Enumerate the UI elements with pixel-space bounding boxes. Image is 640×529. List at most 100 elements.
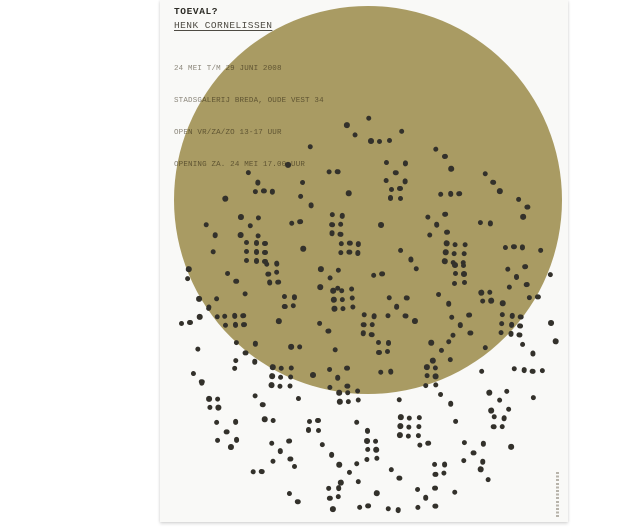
dice-pip bbox=[369, 321, 376, 328]
dice-pip bbox=[511, 365, 518, 372]
dice-pip bbox=[422, 494, 429, 501]
dice-pip bbox=[431, 461, 438, 468]
dice-pip bbox=[523, 281, 530, 288]
dice-pip bbox=[222, 195, 229, 202]
dice-pip bbox=[432, 485, 439, 491]
dice-pip bbox=[328, 221, 335, 228]
dice-pip bbox=[310, 372, 316, 378]
dice-pip bbox=[353, 419, 360, 426]
dice-pip bbox=[349, 294, 356, 301]
dice-pip bbox=[344, 383, 351, 390]
dice-pip bbox=[526, 294, 533, 301]
dice-pip bbox=[326, 366, 333, 373]
dice-pip bbox=[251, 392, 259, 399]
dice-pip bbox=[375, 339, 382, 346]
dice-pip bbox=[402, 313, 409, 320]
dice-pip bbox=[393, 303, 400, 310]
dice-pip bbox=[452, 241, 459, 248]
dice-pip bbox=[290, 302, 297, 309]
dice-pip bbox=[259, 401, 266, 408]
dice-pip bbox=[336, 389, 342, 396]
dice-pip bbox=[445, 300, 452, 307]
dice-pip bbox=[379, 270, 386, 277]
dice-pip bbox=[364, 427, 371, 434]
dice-dot-field bbox=[160, 0, 568, 522]
dice-pip bbox=[435, 291, 442, 298]
dice-pip bbox=[479, 298, 486, 305]
dice-pip bbox=[397, 195, 404, 202]
dice-pip bbox=[470, 450, 477, 456]
dice-pip bbox=[363, 456, 370, 463]
dice-pip bbox=[268, 373, 275, 380]
dice-pip bbox=[478, 289, 485, 296]
dice-pip bbox=[288, 343, 294, 350]
dice-pip bbox=[325, 328, 332, 334]
dice-pip bbox=[452, 418, 459, 425]
poster-author: HENK CORNELISSEN bbox=[174, 19, 273, 31]
dice-pip bbox=[365, 114, 372, 122]
dice-pip bbox=[231, 312, 238, 319]
dice-pip bbox=[466, 311, 473, 318]
dice-pip bbox=[373, 446, 380, 453]
dice-pip bbox=[268, 440, 275, 447]
dice-pip bbox=[198, 379, 205, 387]
dice-pip bbox=[385, 505, 392, 512]
dice-pip bbox=[506, 284, 513, 291]
dice-pip bbox=[395, 506, 402, 513]
dice-pip bbox=[524, 204, 531, 210]
dice-pip bbox=[252, 340, 259, 347]
dice-pip bbox=[442, 210, 449, 218]
dice-pip bbox=[247, 222, 254, 229]
dice-pip bbox=[451, 250, 458, 257]
dice-pip bbox=[445, 338, 452, 345]
dice-pip bbox=[291, 463, 298, 470]
dice-pip bbox=[253, 258, 260, 264]
dice-pip bbox=[268, 382, 275, 389]
dice-pip bbox=[224, 270, 231, 277]
dice-pip bbox=[241, 321, 248, 328]
dice-pip bbox=[196, 314, 203, 320]
dice-pip bbox=[449, 332, 456, 339]
dice-pip bbox=[441, 461, 448, 468]
dice-pip bbox=[278, 365, 285, 372]
dice-pip bbox=[297, 218, 304, 225]
dice-pip bbox=[499, 423, 506, 430]
dice-pip bbox=[426, 232, 433, 239]
dice-pip bbox=[388, 186, 395, 193]
detail-line-venue: STADSGALERIJ BREDA, OUDE VEST 34 bbox=[174, 96, 324, 105]
dice-pip bbox=[508, 443, 514, 450]
dice-pip bbox=[507, 331, 514, 337]
dice-pip bbox=[486, 289, 493, 296]
dice-pip bbox=[255, 233, 262, 239]
dice-pip bbox=[408, 256, 414, 263]
dice-pip bbox=[432, 364, 439, 371]
dice-pip bbox=[353, 460, 360, 467]
dice-pip bbox=[305, 427, 312, 433]
dice-pip bbox=[456, 190, 463, 197]
dice-pip bbox=[297, 193, 304, 200]
dice-pip bbox=[490, 179, 497, 186]
dice-pip bbox=[501, 415, 508, 422]
dice-pip bbox=[397, 414, 404, 420]
dice-pip bbox=[488, 297, 495, 304]
dice-pip bbox=[329, 506, 336, 512]
dice-pip bbox=[287, 383, 294, 390]
dice-pip bbox=[437, 391, 444, 398]
dice-pip bbox=[338, 240, 345, 247]
dice-pip bbox=[237, 214, 244, 220]
dice-pip bbox=[350, 304, 357, 311]
dice-pip bbox=[414, 504, 421, 511]
dice-pip bbox=[275, 318, 282, 324]
dice-pip bbox=[441, 153, 448, 160]
poster-header: TOEVAL? HENK CORNELISSEN bbox=[174, 6, 272, 31]
dice-pip bbox=[330, 296, 337, 303]
gold-circle bbox=[174, 6, 562, 394]
dice-pip bbox=[482, 344, 489, 351]
dice-pip bbox=[462, 241, 469, 248]
dice-pip bbox=[335, 267, 342, 273]
dice-pip bbox=[515, 196, 522, 203]
dice-pip bbox=[287, 373, 294, 380]
dice-pip bbox=[214, 314, 221, 320]
dice-pip bbox=[190, 370, 197, 377]
dice-pip bbox=[373, 490, 380, 496]
